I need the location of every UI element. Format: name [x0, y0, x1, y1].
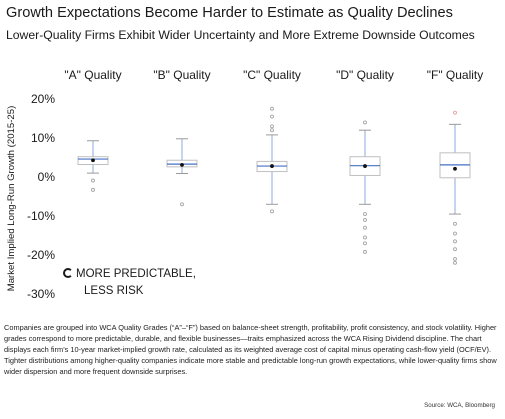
y-axis-label: Market Implied Long-Run Growth (2015-25) [6, 106, 17, 292]
chart-title: Growth Expectations Become Harder to Est… [6, 5, 453, 21]
outlier-point [363, 235, 367, 240]
mean-marker [91, 158, 95, 163]
outlier-point [270, 124, 274, 129]
mean-marker [270, 164, 274, 168]
mean-marker [180, 163, 184, 167]
mean-marker [453, 166, 457, 171]
outlier-point [453, 260, 457, 265]
mean-marker [363, 164, 367, 168]
y-tick-label: 0% [38, 170, 56, 184]
category-label: "D" Quality [336, 68, 394, 82]
outlier-point [363, 212, 367, 217]
y-tick-label: -30% [27, 287, 55, 301]
category-label: "B" Quality [153, 68, 210, 82]
outlier-point [453, 221, 457, 226]
outlier-point [453, 231, 457, 236]
chart-subtitle: Lower-Quality Firms Exhibit Wider Uncert… [6, 28, 475, 42]
category-label: "A" Quality [64, 68, 121, 82]
outlier-point [453, 110, 457, 115]
outlier-point [270, 128, 274, 133]
outlier-point [453, 256, 457, 261]
y-tick-label: 20% [31, 92, 55, 106]
category-label: "C" Quality [243, 68, 301, 82]
arrow-circle-icon [63, 268, 73, 278]
box-plot-chart: Market Implied Long-Run Growth (2015-25)… [6, 68, 484, 301]
chart-description: Companies are grouped into WCA Quality G… [4, 323, 497, 376]
outlier-point [363, 241, 367, 246]
outlier-point [363, 249, 367, 254]
outlier-point [363, 225, 367, 230]
outlier-point [363, 120, 367, 125]
outlier-point [91, 187, 95, 192]
outlier-point [453, 247, 457, 252]
outlier-point [363, 217, 367, 222]
y-tick-label: -10% [27, 209, 55, 223]
note-line-1: MORE PREDICTABLE, [76, 268, 196, 280]
outlier-point [91, 178, 95, 183]
predictability-note: MORE PREDICTABLE, LESS RISK [63, 266, 196, 300]
outlier-point [180, 202, 184, 207]
category-label: "F" Quality [427, 68, 484, 82]
source-note: Source: WCA, Bloomberg [424, 402, 495, 409]
outlier-point [270, 106, 274, 111]
y-tick-label: -20% [27, 248, 55, 262]
note-line-2: LESS RISK [84, 285, 144, 297]
outlier-point [270, 209, 274, 214]
y-tick-label: 10% [31, 131, 55, 145]
outlier-point [453, 239, 457, 244]
outlier-point [270, 114, 274, 119]
